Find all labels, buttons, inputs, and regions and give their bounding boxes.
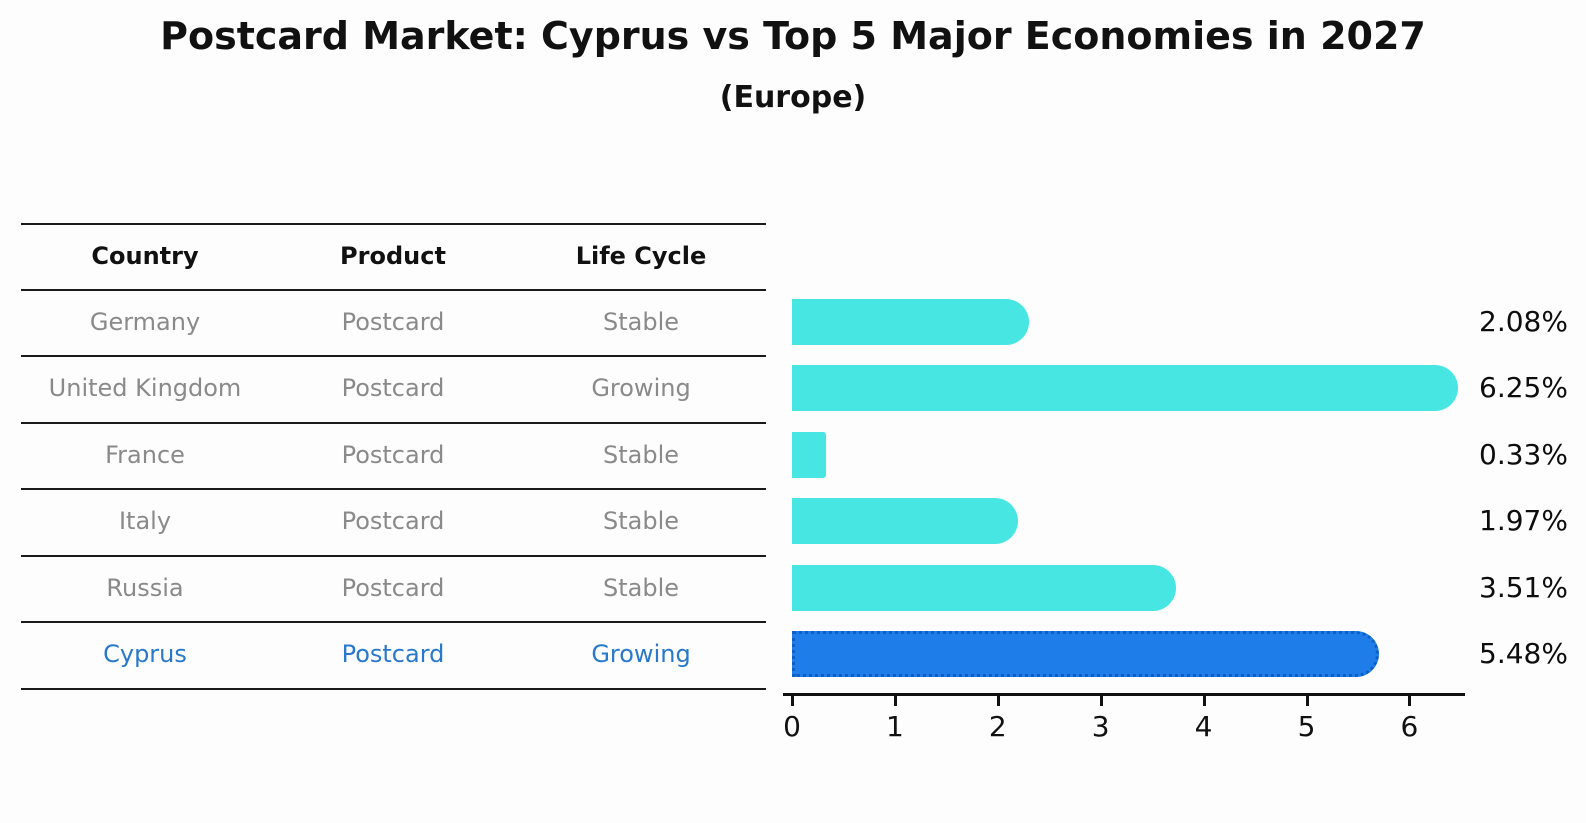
table-cell-country: Germany: [89, 308, 201, 336]
table-cell-life-cycle: Stable: [602, 507, 680, 535]
table-cell-life-cycle: Stable: [602, 574, 680, 602]
table-cell-product: Postcard: [341, 507, 445, 535]
x-axis-tick: [1408, 696, 1412, 706]
table-cell-life-cycle: Growing: [591, 374, 691, 402]
table-cell-product: Postcard: [341, 374, 445, 402]
table-cell-life-cycle: Stable: [602, 308, 680, 336]
bar-value-label: 1.97%: [1479, 504, 1568, 537]
table-separator-line: [21, 688, 766, 690]
table-separator-line: [21, 555, 766, 557]
bar: [792, 498, 1018, 544]
table-cell-country: France: [105, 441, 185, 469]
table-header-product: Product: [340, 242, 446, 270]
x-axis-tick-label: 1: [885, 710, 904, 743]
bar-value-label: 6.25%: [1479, 371, 1568, 404]
table-cell-product: Postcard: [341, 441, 445, 469]
table-cell-life-cycle: Growing: [591, 640, 691, 668]
bar-value-label: 3.51%: [1479, 571, 1568, 604]
bar-value-label: 0.33%: [1479, 438, 1568, 471]
table-cell-country: Italy: [118, 507, 172, 535]
table-separator-line: [21, 621, 766, 623]
table-separator-line: [21, 488, 766, 490]
x-axis-tick: [1202, 696, 1206, 706]
bar: [792, 565, 1176, 611]
table-separator-line: [21, 422, 766, 424]
chart-subtitle: (Europe): [719, 80, 867, 115]
table-separator-line: [21, 223, 766, 225]
x-axis-tick: [1099, 696, 1103, 706]
table-cell-country: Cyprus: [103, 640, 187, 668]
x-axis-tick-label: 6: [1400, 710, 1419, 743]
x-axis-line: [783, 693, 1465, 696]
x-axis-tick-label: 3: [1091, 710, 1110, 743]
x-axis-tick-label: 2: [988, 710, 1007, 743]
table-cell-product: Postcard: [341, 574, 445, 602]
bar-value-label: 2.08%: [1479, 305, 1568, 338]
bar: [792, 299, 1029, 345]
x-axis-tick: [996, 696, 1000, 706]
chart-title: Postcard Market: Cyprus vs Top 5 Major E…: [160, 14, 1426, 58]
bar: [792, 432, 826, 478]
bar-value-label: 5.48%: [1479, 637, 1568, 670]
table-cell-product: Postcard: [341, 640, 445, 668]
table-separator-line: [21, 289, 766, 291]
table-cell-country: United Kingdom: [48, 374, 242, 402]
table-cell-country: Russia: [106, 574, 184, 602]
table-header-country: Country: [91, 242, 199, 270]
table-header-life-cycle: Life Cycle: [575, 242, 707, 270]
x-axis-tick-label: 4: [1194, 710, 1213, 743]
x-axis-tick-label: 5: [1297, 710, 1316, 743]
x-axis-tick: [791, 696, 794, 706]
table-cell-product: Postcard: [341, 308, 445, 336]
bar-highlight-cyprus: [792, 631, 1379, 677]
table-cell-life-cycle: Stable: [602, 441, 680, 469]
x-axis-tick-label: 0: [783, 710, 801, 743]
table-separator-line: [21, 355, 766, 357]
x-axis-tick: [1305, 696, 1309, 706]
bar: [792, 365, 1458, 411]
x-axis-tick: [893, 696, 897, 706]
